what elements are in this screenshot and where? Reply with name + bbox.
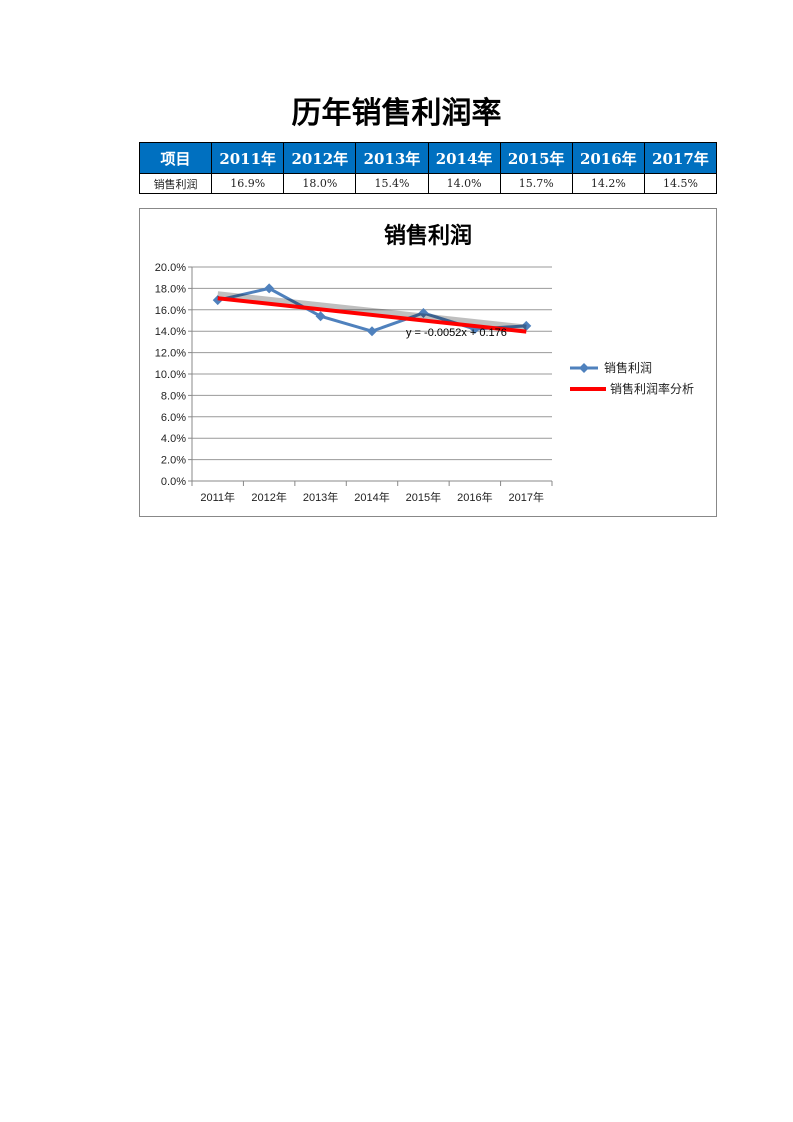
trendline-equation: y = -0.0052x + 0.176: [406, 327, 507, 339]
table-cell: 14.5%: [643, 173, 718, 194]
header-cell: 2015年: [499, 142, 573, 174]
y-tick-label: 20.0%: [155, 262, 186, 274]
y-tick-label: 10.0%: [155, 369, 186, 381]
legend-series-label: 销售利润: [604, 360, 652, 375]
legend-trendline-label: 销售利润率分析: [610, 381, 694, 396]
header-cell: 2012年: [283, 142, 357, 174]
chart-svg: 销售利润 0.0% 2.0% 4.0% 6.0% 8.0% 10.0% 12.0% 14.0%…: [155, 223, 694, 504]
x-tick-label: 2016年: [457, 490, 492, 504]
chart: 销售利润 0.0% 2.0% 4.0% 6.0% 8.0% 10.0% 12.0% 14.0%…: [139, 208, 717, 517]
y-tick-label: 14.0%: [155, 326, 186, 338]
header-cell: 2016年: [571, 142, 645, 174]
x-tick-label: 2015年: [406, 490, 441, 504]
chart-title: 销售利润: [384, 223, 472, 248]
header-cell: 2011年: [211, 142, 285, 174]
y-tick-label: 4.0%: [161, 433, 186, 445]
y-tick-label: 0.0%: [161, 476, 186, 488]
data-point-marker: [264, 283, 275, 294]
table-cell: 15.7%: [499, 173, 573, 194]
table-header-row: 项目 2011年 2012年 2013年 2014年 2015年 2016年 2…: [138, 142, 718, 174]
table-cell: 16.9%: [211, 173, 285, 194]
trendline-shadow: [217, 291, 527, 331]
y-tick-label: 16.0%: [155, 305, 186, 317]
y-tick-label: 18.0%: [155, 283, 186, 295]
y-tick-label: 12.0%: [155, 348, 186, 360]
x-tick-label: 2011年: [200, 490, 235, 504]
x-tick-label: 2014年: [354, 490, 389, 504]
table-row: 销售利润 16.9% 18.0% 15.4% 14.0% 15.7% 14.2%…: [138, 173, 718, 194]
header-cell: 2013年: [355, 142, 429, 174]
profit-table: 项目 2011年 2012年 2013年 2014年 2015年 2016年 2…: [138, 142, 718, 194]
x-tick-label: 2017年: [509, 490, 544, 504]
document-title: 历年销售利润率: [291, 96, 502, 131]
table-cell: 18.0%: [283, 173, 357, 194]
legend-series-marker: [579, 363, 589, 373]
table-cell: 14.2%: [571, 173, 645, 194]
y-tick-label: 8.0%: [161, 390, 186, 402]
x-tick-label: 2012年: [251, 490, 286, 504]
x-tick-label: 2013年: [303, 490, 338, 504]
data-point-marker: [315, 311, 326, 322]
y-tick-label: 2.0%: [161, 455, 186, 467]
header-cell: 项目: [138, 142, 213, 174]
table-cell: 15.4%: [355, 173, 429, 194]
data-point-marker: [367, 326, 377, 337]
data-point-marker: [521, 320, 532, 331]
data-point-marker: [418, 308, 429, 319]
table-cell: 14.0%: [427, 173, 501, 194]
header-cell: 2017年: [643, 142, 718, 174]
header-cell: 2014年: [427, 142, 501, 174]
trendline: [217, 296, 527, 334]
table-cell: 销售利润: [138, 173, 213, 194]
y-tick-label: 6.0%: [161, 412, 186, 424]
